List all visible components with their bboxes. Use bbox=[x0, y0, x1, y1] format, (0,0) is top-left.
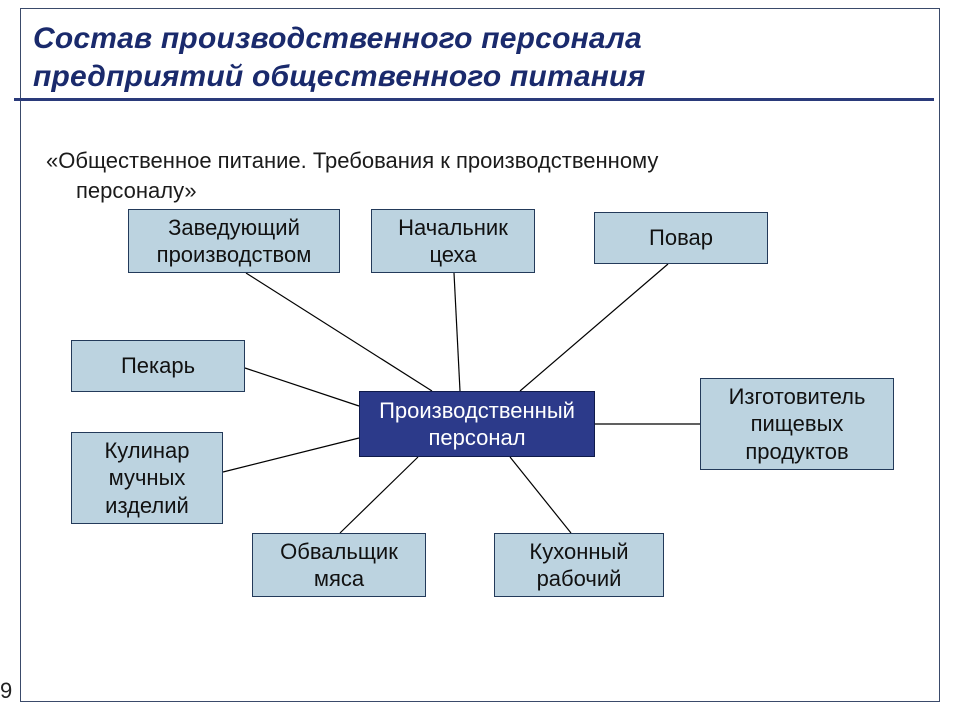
node-n4-label: Пекарь bbox=[121, 352, 195, 380]
subtitle-line1: «Общественное питание. Требования к прои… bbox=[46, 148, 658, 173]
node-n3-label: Повар bbox=[649, 224, 713, 252]
node-center: Производственныйперсонал bbox=[359, 391, 595, 457]
slide-title: Состав производственного персонала предп… bbox=[33, 20, 645, 95]
title-underline bbox=[14, 98, 934, 101]
title-line2: предприятий общественного питания bbox=[33, 60, 645, 93]
node-n3: Повар bbox=[594, 212, 768, 264]
node-n5: Кулинармучныхизделий bbox=[71, 432, 223, 524]
node-n2-label: Начальникцеха bbox=[398, 214, 508, 269]
node-n6-label: Обвальщикмяса bbox=[280, 538, 398, 593]
node-n8: Изготовительпищевыхпродуктов bbox=[700, 378, 894, 470]
page-number-text: 9 bbox=[0, 678, 12, 703]
node-n7: Кухонныйрабочий bbox=[494, 533, 664, 597]
page-number: 9 bbox=[0, 678, 12, 704]
subtitle-line2: персоналу» bbox=[76, 176, 197, 206]
node-n1: Заведующийпроизводством bbox=[128, 209, 340, 273]
node-n5-label: Кулинармучныхизделий bbox=[104, 437, 189, 520]
node-n1-label: Заведующийпроизводством bbox=[157, 214, 312, 269]
node-n7-label: Кухонныйрабочий bbox=[529, 538, 628, 593]
node-n8-label: Изготовительпищевыхпродуктов bbox=[729, 383, 866, 466]
title-line1: Состав производственного персонала bbox=[33, 22, 642, 55]
node-n2: Начальникцеха bbox=[371, 209, 535, 273]
node-center-label: Производственныйперсонал bbox=[379, 397, 575, 452]
subtitle: «Общественное питание. Требования к прои… bbox=[46, 146, 658, 205]
node-n4: Пекарь bbox=[71, 340, 245, 392]
node-n6: Обвальщикмяса bbox=[252, 533, 426, 597]
